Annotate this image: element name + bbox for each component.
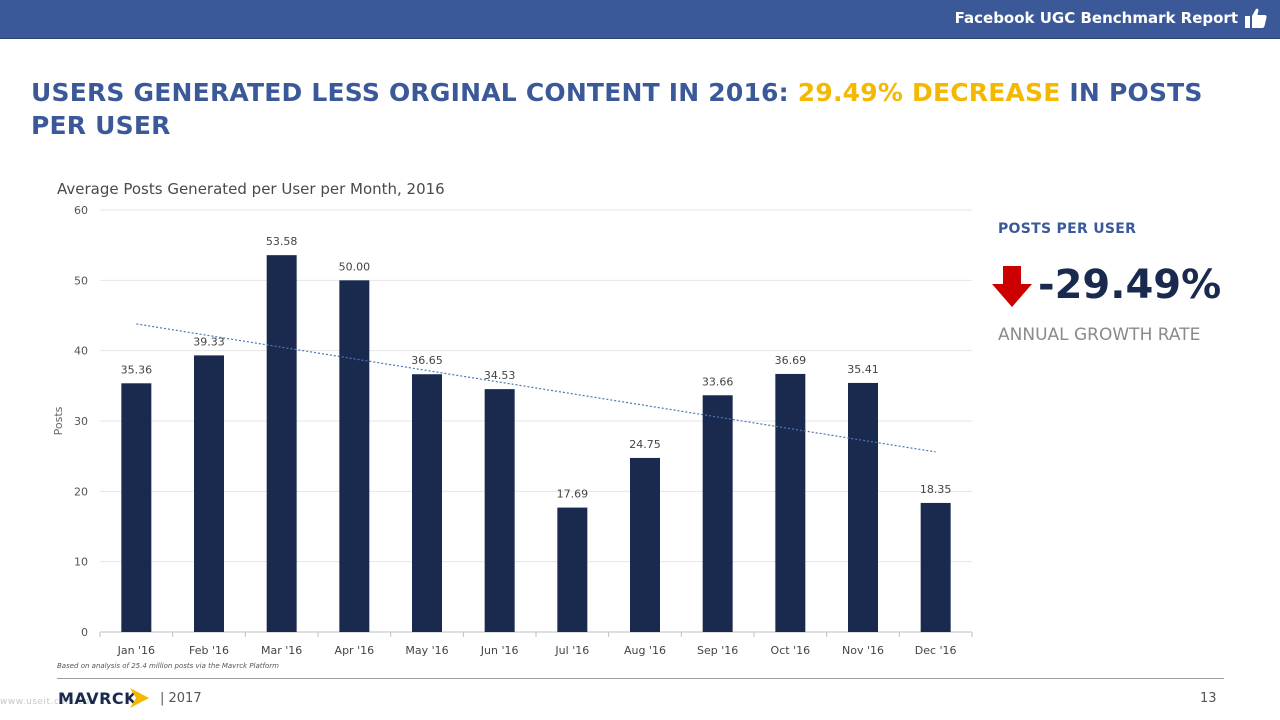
y-tick-label: 0 (81, 626, 88, 639)
trend-line (136, 323, 936, 453)
data-label: 33.66 (702, 375, 734, 388)
y-tick-label: 50 (74, 274, 88, 287)
y-axis-label: Posts (52, 406, 65, 435)
down-arrow-icon (992, 266, 1032, 307)
footnote: Based on analysis of 25.4 million posts … (57, 662, 279, 670)
headline-highlight: 29.49% DECREASE (797, 78, 1061, 107)
bar (848, 382, 878, 632)
y-tick-label: 40 (74, 345, 88, 358)
y-tick-label: 60 (74, 204, 88, 217)
data-label: 18.35 (920, 483, 952, 496)
data-label: 24.75 (629, 438, 661, 451)
kpi-label: POSTS PER USER (998, 221, 1137, 237)
y-tick-label: 30 (74, 415, 88, 428)
bar-chart: 0 10 20 30 40 50 60 Posts 35.36 Jan '16 39.33 Feb '… (52, 204, 973, 657)
bar (557, 507, 588, 632)
y-tick-label: 10 (74, 556, 88, 569)
headline-part-2: IN POSTS PER USER (31, 78, 1203, 140)
bar (775, 373, 806, 632)
x-tick-label: Dec '16 (915, 644, 957, 657)
page-headline: USERS GENERATED LESS ORGINAL CONTENT IN … (31, 76, 1211, 142)
watermark: www.useit.com.cn (0, 697, 90, 707)
bar (484, 389, 515, 632)
bar (121, 383, 152, 632)
chart-title: Average Posts Generated per User per Mon… (57, 180, 445, 198)
page-number: 13 (1200, 691, 1217, 706)
bar (702, 395, 733, 632)
data-label: 36.69 (775, 354, 807, 367)
x-tick-label: May '16 (405, 644, 448, 657)
data-label: 53.58 (266, 235, 298, 248)
data-label: 39.33 (193, 335, 225, 348)
header-bar: Facebook UGC Benchmark Report (0, 0, 1280, 39)
kpi-sublabel: ANNUAL GROWTH RATE (998, 325, 1201, 345)
thumbs-up-icon (1245, 8, 1267, 28)
data-label: 35.41 (847, 363, 879, 376)
bar (412, 374, 442, 632)
data-label: 36.65 (411, 354, 443, 367)
bar (630, 457, 660, 632)
logo: MAVRCK (58, 689, 138, 708)
x-tick-label: Aug '16 (624, 644, 666, 657)
x-tick-label: Mar '16 (261, 644, 302, 657)
x-tick-label: Oct '16 (771, 644, 811, 657)
bar (920, 502, 951, 632)
footer-divider (57, 678, 1224, 679)
y-tick-label: 20 (74, 485, 88, 498)
x-tick-label: Nov '16 (842, 644, 884, 657)
kpi-value: -29.49% (1038, 262, 1222, 308)
data-label: 50.00 (339, 260, 371, 273)
x-tick-label: Jun '16 (480, 644, 519, 657)
data-label: 17.69 (557, 488, 589, 501)
headline-part-1: USERS GENERATED LESS ORGINAL CONTENT IN … (31, 78, 798, 107)
data-label: 34.53 (484, 369, 515, 382)
data-label: 35.36 (121, 363, 153, 376)
x-tick-label: Feb '16 (189, 644, 229, 657)
bar (194, 355, 224, 632)
x-tick-label: Sep '16 (697, 644, 738, 657)
x-tick-label: Apr '16 (335, 644, 375, 657)
bar (339, 280, 370, 632)
logo-chevron-icon (130, 688, 149, 708)
bar (266, 255, 297, 632)
report-title: Facebook UGC Benchmark Report (954, 9, 1238, 27)
x-tick-label: Jan '16 (117, 644, 155, 657)
footer-year: | 2017 (160, 691, 202, 706)
x-tick-label: Jul '16 (554, 644, 589, 657)
